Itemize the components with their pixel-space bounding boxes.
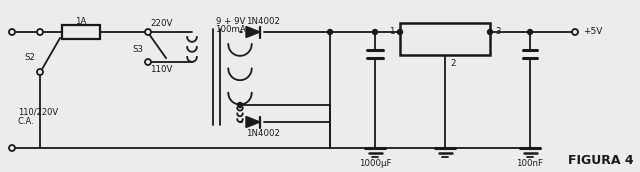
Text: C.A.: C.A. xyxy=(18,116,35,126)
Text: 110V: 110V xyxy=(150,66,172,74)
Text: 7805: 7805 xyxy=(430,33,460,46)
Circle shape xyxy=(145,59,151,65)
Text: 110/220V: 110/220V xyxy=(18,108,58,116)
Bar xyxy=(62,25,100,39)
Circle shape xyxy=(37,69,43,75)
Text: S3: S3 xyxy=(132,45,143,53)
Circle shape xyxy=(37,29,43,35)
Bar xyxy=(400,23,490,55)
Circle shape xyxy=(397,30,403,35)
Text: 2: 2 xyxy=(450,58,456,67)
Text: 1000μF: 1000μF xyxy=(359,159,391,169)
Circle shape xyxy=(237,103,243,108)
Polygon shape xyxy=(246,26,260,37)
Circle shape xyxy=(145,29,151,35)
Circle shape xyxy=(527,30,532,35)
Text: 1N4002: 1N4002 xyxy=(246,17,280,25)
Text: 9 + 9V: 9 + 9V xyxy=(216,18,245,26)
Text: FIGURA 4: FIGURA 4 xyxy=(568,153,634,166)
Text: 1A: 1A xyxy=(76,17,86,25)
Text: 1: 1 xyxy=(390,28,395,36)
Text: 100mA: 100mA xyxy=(215,25,246,35)
Circle shape xyxy=(328,30,333,35)
Circle shape xyxy=(9,145,15,151)
Circle shape xyxy=(372,30,378,35)
Text: +5V: +5V xyxy=(583,28,602,36)
Text: 1N4002: 1N4002 xyxy=(246,128,280,137)
Text: 100nF: 100nF xyxy=(516,159,543,169)
Circle shape xyxy=(488,30,493,35)
Text: S2: S2 xyxy=(24,52,35,62)
Polygon shape xyxy=(246,116,260,127)
Text: 220V: 220V xyxy=(150,19,172,29)
Circle shape xyxy=(9,29,15,35)
Text: 3: 3 xyxy=(495,28,500,36)
Circle shape xyxy=(572,29,578,35)
